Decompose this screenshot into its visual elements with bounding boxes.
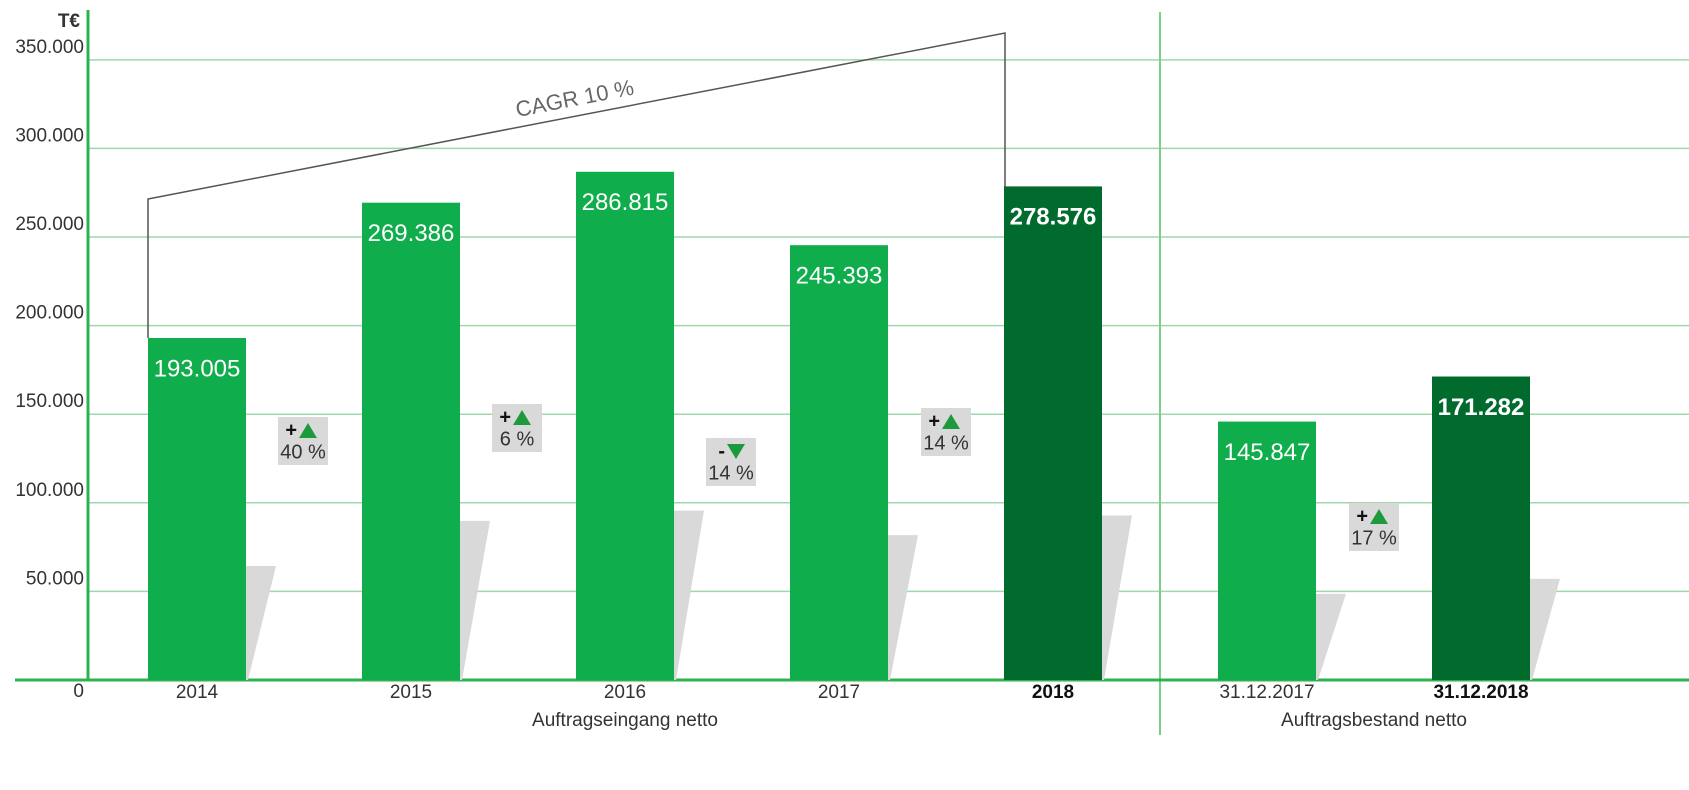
bar: [1004, 186, 1102, 680]
group-label: Auftragseingang netto: [532, 710, 718, 731]
y-tick-label: 100.000: [15, 480, 84, 501]
change-arrow: [299, 423, 317, 438]
bar: [576, 171, 674, 680]
value-label: 286.815: [582, 189, 669, 216]
change-sign: +: [285, 419, 297, 441]
change-arrow: [942, 414, 960, 429]
bar: [1432, 376, 1530, 680]
y-tick-label: 50.000: [26, 568, 84, 589]
value-label: 145.847: [1224, 439, 1311, 466]
change-label: 14 %: [923, 432, 969, 454]
x-tick-label: 2017: [818, 682, 860, 703]
cagr-label: CAGR 10 %: [513, 75, 635, 122]
y-tick-label: 150.000: [15, 391, 84, 412]
bar: [790, 245, 888, 680]
change-badge: [921, 408, 971, 456]
y-tick-label: 200.000: [15, 303, 84, 324]
change-sign: +: [928, 410, 940, 432]
bar: [148, 338, 246, 680]
change-sign: -: [718, 440, 725, 462]
group-label: Auftragsbestand netto: [1281, 710, 1467, 731]
bar: [1218, 421, 1316, 680]
x-tick-label: 2018: [1032, 682, 1074, 703]
change-badge: [492, 404, 542, 452]
bar-shadow: [1530, 578, 1560, 680]
change-badge: [278, 417, 328, 465]
value-label: 193.005: [154, 355, 241, 382]
value-label: 171.282: [1438, 394, 1525, 421]
bar-shadow: [888, 535, 918, 680]
change-sign: +: [499, 406, 511, 428]
y-tick-label: 0: [73, 681, 84, 702]
change-arrow: [513, 410, 531, 425]
bar-shadow: [246, 566, 276, 680]
bar-shadow: [460, 520, 490, 680]
change-badge: [1349, 503, 1399, 551]
y-tick-label: 250.000: [15, 214, 84, 235]
bar: [362, 202, 460, 680]
x-tick-label: 31.12.2018: [1433, 682, 1528, 703]
x-tick-label: 2015: [390, 682, 432, 703]
bar-shadow: [1316, 593, 1346, 680]
change-sign: +: [1356, 505, 1368, 527]
y-unit: T€: [58, 11, 81, 32]
change-label: 17 %: [1351, 527, 1397, 549]
change-label: 6 %: [500, 428, 535, 450]
change-label: 14 %: [708, 462, 754, 484]
cagr-line: [147, 32, 1006, 338]
y-tick-label: 350.000: [15, 37, 84, 58]
x-tick-label: 31.12.2017: [1219, 682, 1314, 703]
change-arrow: [727, 444, 745, 459]
x-tick-label: 2014: [176, 682, 219, 703]
x-tick-label: 2016: [604, 682, 646, 703]
y-tick-label: 300.000: [15, 125, 84, 146]
value-label: 245.393: [796, 263, 883, 290]
bar-shadow: [1102, 515, 1132, 680]
value-label: 269.386: [368, 220, 455, 247]
value-label: 278.576: [1010, 204, 1097, 231]
change-arrow: [1370, 509, 1388, 524]
bar-shadow: [674, 510, 704, 680]
change-label: 40 %: [280, 441, 326, 463]
